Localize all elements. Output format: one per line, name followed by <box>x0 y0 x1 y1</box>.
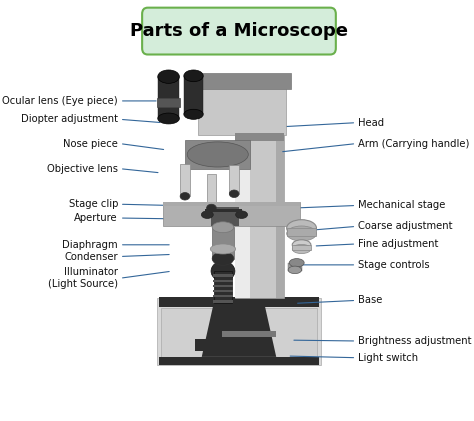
Text: Brightness adjustment: Brightness adjustment <box>358 336 472 346</box>
FancyBboxPatch shape <box>163 202 301 206</box>
Text: Fine adjustment: Fine adjustment <box>358 239 438 249</box>
Ellipse shape <box>292 244 311 253</box>
Text: Illuminator
(Light Source): Illuminator (Light Source) <box>48 267 118 289</box>
Text: Light switch: Light switch <box>358 353 419 363</box>
Ellipse shape <box>288 266 301 274</box>
Ellipse shape <box>236 211 247 218</box>
FancyBboxPatch shape <box>142 8 336 54</box>
Ellipse shape <box>212 222 234 233</box>
Text: Head: Head <box>358 118 384 128</box>
Text: Stage controls: Stage controls <box>358 260 430 270</box>
FancyBboxPatch shape <box>159 357 319 365</box>
Ellipse shape <box>229 190 239 197</box>
Text: Mechanical stage: Mechanical stage <box>358 200 446 210</box>
Polygon shape <box>202 306 276 357</box>
FancyBboxPatch shape <box>195 339 210 351</box>
FancyBboxPatch shape <box>276 118 284 298</box>
FancyBboxPatch shape <box>158 77 179 118</box>
Ellipse shape <box>207 204 216 212</box>
Text: Objective lens: Objective lens <box>47 164 118 174</box>
Ellipse shape <box>158 70 179 83</box>
Ellipse shape <box>287 226 317 241</box>
Ellipse shape <box>201 211 213 218</box>
Text: Ocular lens (Eye piece): Ocular lens (Eye piece) <box>2 96 118 106</box>
FancyBboxPatch shape <box>212 227 234 258</box>
Ellipse shape <box>287 220 317 237</box>
Text: Parts of a Microscope: Parts of a Microscope <box>130 21 348 40</box>
FancyBboxPatch shape <box>288 263 302 271</box>
FancyBboxPatch shape <box>213 290 233 293</box>
FancyBboxPatch shape <box>180 164 190 196</box>
FancyBboxPatch shape <box>205 209 242 212</box>
FancyBboxPatch shape <box>184 76 203 115</box>
Text: Aperture: Aperture <box>74 213 118 223</box>
FancyBboxPatch shape <box>229 165 239 194</box>
Text: Diaphragm: Diaphragm <box>62 240 118 250</box>
Polygon shape <box>198 85 285 135</box>
FancyBboxPatch shape <box>213 295 233 298</box>
Ellipse shape <box>289 258 304 267</box>
FancyBboxPatch shape <box>157 99 180 107</box>
FancyBboxPatch shape <box>292 245 311 250</box>
FancyBboxPatch shape <box>235 118 283 298</box>
Text: Arm (Carrying handle): Arm (Carrying handle) <box>358 139 470 149</box>
Ellipse shape <box>180 192 190 200</box>
Ellipse shape <box>211 261 235 281</box>
FancyBboxPatch shape <box>213 300 233 303</box>
FancyBboxPatch shape <box>287 228 317 236</box>
Text: Diopter adjustment: Diopter adjustment <box>21 115 118 124</box>
FancyBboxPatch shape <box>211 207 239 226</box>
FancyBboxPatch shape <box>207 174 216 208</box>
FancyBboxPatch shape <box>213 285 233 288</box>
FancyBboxPatch shape <box>222 331 276 337</box>
FancyBboxPatch shape <box>235 118 250 298</box>
Ellipse shape <box>212 252 234 265</box>
FancyBboxPatch shape <box>163 202 301 226</box>
Polygon shape <box>185 140 250 169</box>
Ellipse shape <box>184 70 203 82</box>
Ellipse shape <box>292 240 311 250</box>
Ellipse shape <box>210 244 236 254</box>
FancyBboxPatch shape <box>213 280 233 282</box>
Ellipse shape <box>184 109 203 119</box>
Text: Condenser: Condenser <box>64 251 118 261</box>
Text: Stage clip: Stage clip <box>69 199 118 209</box>
FancyBboxPatch shape <box>161 307 317 357</box>
Text: Base: Base <box>358 296 383 305</box>
Ellipse shape <box>187 142 248 167</box>
Polygon shape <box>235 133 284 141</box>
FancyBboxPatch shape <box>159 298 319 306</box>
Text: Coarse adjustment: Coarse adjustment <box>358 221 453 232</box>
Ellipse shape <box>158 113 179 124</box>
FancyBboxPatch shape <box>192 73 291 89</box>
Text: Nose piece: Nose piece <box>63 139 118 149</box>
FancyBboxPatch shape <box>213 274 233 277</box>
Polygon shape <box>157 298 321 365</box>
FancyBboxPatch shape <box>214 271 232 303</box>
